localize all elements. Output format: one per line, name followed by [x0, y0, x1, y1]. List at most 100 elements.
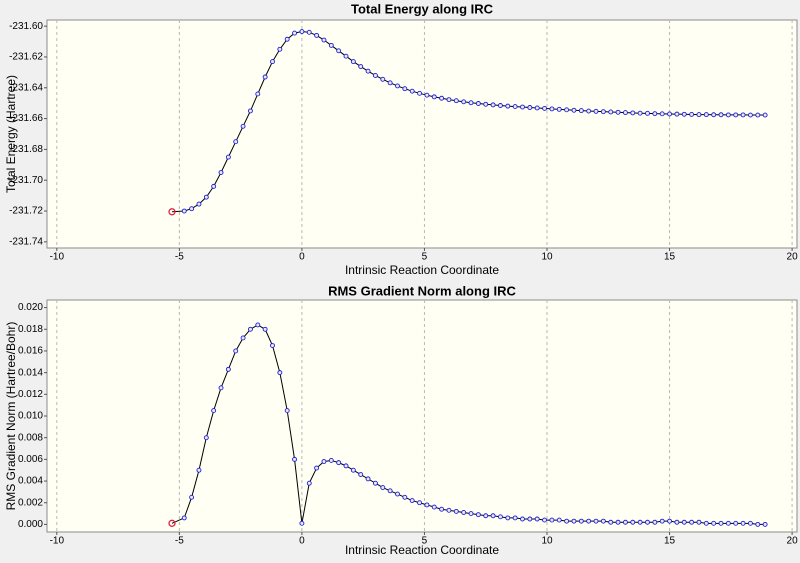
- data-point: [314, 465, 320, 471]
- data-point: [336, 460, 342, 466]
- data-point: [711, 520, 717, 526]
- data-point: [674, 111, 680, 117]
- data-point: [468, 511, 474, 517]
- data-point: [733, 520, 739, 526]
- data-point: [314, 32, 320, 38]
- data-point: [218, 170, 224, 175]
- data-point: [424, 92, 430, 98]
- x-tick-label: 0: [299, 252, 305, 263]
- data-point: [365, 68, 371, 74]
- data-point: [461, 99, 467, 105]
- data-point: [681, 111, 687, 117]
- data-point: [262, 74, 268, 80]
- data-point: [622, 519, 628, 525]
- data-point: [681, 519, 687, 525]
- y-axis-title: Total Energy (Hartree): [4, 75, 18, 193]
- data-point: [225, 154, 231, 160]
- data-point: [512, 104, 518, 110]
- data-point: [505, 515, 511, 521]
- data-point: [233, 139, 239, 145]
- data-point: [446, 507, 452, 513]
- data-point: [299, 29, 305, 35]
- data-point: [350, 467, 356, 473]
- data-point: [549, 517, 555, 523]
- data-point: [181, 208, 187, 214]
- data-point: [600, 109, 606, 115]
- data-point: [740, 520, 746, 526]
- data-point: [247, 326, 253, 332]
- data-point: [608, 519, 614, 525]
- data-point: [218, 385, 224, 391]
- data-point: [645, 519, 650, 525]
- data-point: [571, 107, 577, 113]
- data-point: [475, 512, 481, 518]
- y-tick-label: -231.74: [9, 236, 43, 247]
- data-point: [534, 105, 540, 111]
- data-point: [586, 108, 592, 114]
- data-point: [483, 513, 489, 519]
- data-point: [402, 494, 408, 500]
- data-point: [468, 100, 474, 106]
- data-point: [372, 73, 378, 78]
- y-tick-label: 0.008: [18, 432, 43, 443]
- data-point: [424, 502, 430, 508]
- data-point: [696, 112, 702, 118]
- data-point: [637, 110, 643, 116]
- data-point: [336, 48, 342, 54]
- data-point: [512, 515, 518, 521]
- data-point: [306, 29, 312, 35]
- data-point: [725, 112, 731, 118]
- data-point: [497, 103, 503, 108]
- plot-area: [46, 299, 798, 533]
- data-point: [733, 112, 739, 118]
- data-point: [505, 103, 511, 109]
- data-point: [659, 518, 665, 524]
- data-point: [233, 348, 239, 354]
- data-point: [409, 88, 415, 94]
- data-point: [483, 101, 489, 107]
- data-point: [490, 513, 496, 519]
- data-point: [380, 76, 386, 82]
- chart-title: Total Energy along IRC: [351, 1, 494, 16]
- data-point: [571, 518, 577, 524]
- data-point: [168, 519, 176, 527]
- data-point: [225, 366, 231, 372]
- data-point: [417, 500, 422, 506]
- y-tick-label: 0.016: [18, 346, 43, 357]
- data-point: [247, 108, 253, 114]
- x-tick-label: -5: [175, 252, 184, 263]
- data-point: [417, 90, 422, 96]
- data-point: [203, 435, 209, 441]
- data-point: [395, 83, 400, 89]
- x-tick-label: 0: [299, 536, 305, 547]
- data-point: [703, 112, 709, 118]
- data-point: [600, 518, 606, 524]
- data-point: [497, 514, 503, 520]
- data-point: [299, 520, 305, 526]
- data-point: [740, 112, 746, 118]
- data-point: [321, 459, 327, 464]
- data-point: [365, 476, 371, 482]
- data-point: [439, 95, 445, 101]
- data-point: [593, 518, 599, 524]
- data-point: [358, 472, 364, 477]
- data-point: [622, 110, 628, 116]
- y-tick-label: 0.018: [18, 324, 43, 335]
- x-tick-label: 10: [541, 536, 553, 547]
- data-point: [549, 106, 555, 112]
- data-point: [262, 326, 268, 332]
- data-point: [475, 101, 481, 106]
- data-point: [520, 516, 525, 522]
- data-point: [328, 457, 334, 463]
- data-point: [667, 518, 672, 524]
- data-point: [277, 370, 283, 376]
- data-point: [659, 111, 665, 117]
- data-point: [181, 515, 187, 521]
- data-point: [703, 520, 709, 526]
- y-tick-label: -231.66: [9, 113, 43, 124]
- data-point: [168, 208, 176, 216]
- data-point: [402, 86, 408, 92]
- x-tick-label: 20: [787, 252, 799, 263]
- data-point: [343, 53, 349, 59]
- x-tick-label: 5: [422, 536, 428, 547]
